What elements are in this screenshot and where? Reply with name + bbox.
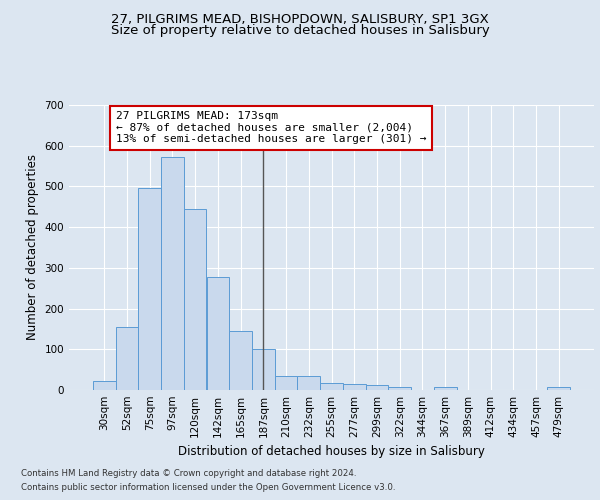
- Bar: [547, 387, 570, 390]
- Y-axis label: Number of detached properties: Number of detached properties: [26, 154, 39, 340]
- Bar: [116, 327, 139, 390]
- Bar: [206, 277, 229, 390]
- Text: 27, PILGRIMS MEAD, BISHOPDOWN, SALISBURY, SP1 3GX: 27, PILGRIMS MEAD, BISHOPDOWN, SALISBURY…: [111, 12, 489, 26]
- Bar: [184, 209, 206, 390]
- Bar: [365, 385, 388, 390]
- Text: 27 PILGRIMS MEAD: 173sqm
← 87% of detached houses are smaller (2,004)
13% of sem: 27 PILGRIMS MEAD: 173sqm ← 87% of detach…: [116, 111, 426, 144]
- Bar: [298, 376, 320, 390]
- Bar: [388, 387, 411, 390]
- Bar: [252, 350, 275, 390]
- Bar: [320, 384, 343, 390]
- Bar: [275, 376, 298, 390]
- Bar: [161, 157, 184, 390]
- X-axis label: Distribution of detached houses by size in Salisbury: Distribution of detached houses by size …: [178, 446, 485, 458]
- Text: Size of property relative to detached houses in Salisbury: Size of property relative to detached ho…: [110, 24, 490, 37]
- Text: Contains public sector information licensed under the Open Government Licence v3: Contains public sector information licen…: [21, 484, 395, 492]
- Text: Contains HM Land Registry data © Crown copyright and database right 2024.: Contains HM Land Registry data © Crown c…: [21, 468, 356, 477]
- Bar: [434, 387, 457, 390]
- Bar: [229, 331, 252, 390]
- Bar: [93, 381, 116, 390]
- Bar: [343, 384, 365, 390]
- Bar: [139, 188, 161, 390]
